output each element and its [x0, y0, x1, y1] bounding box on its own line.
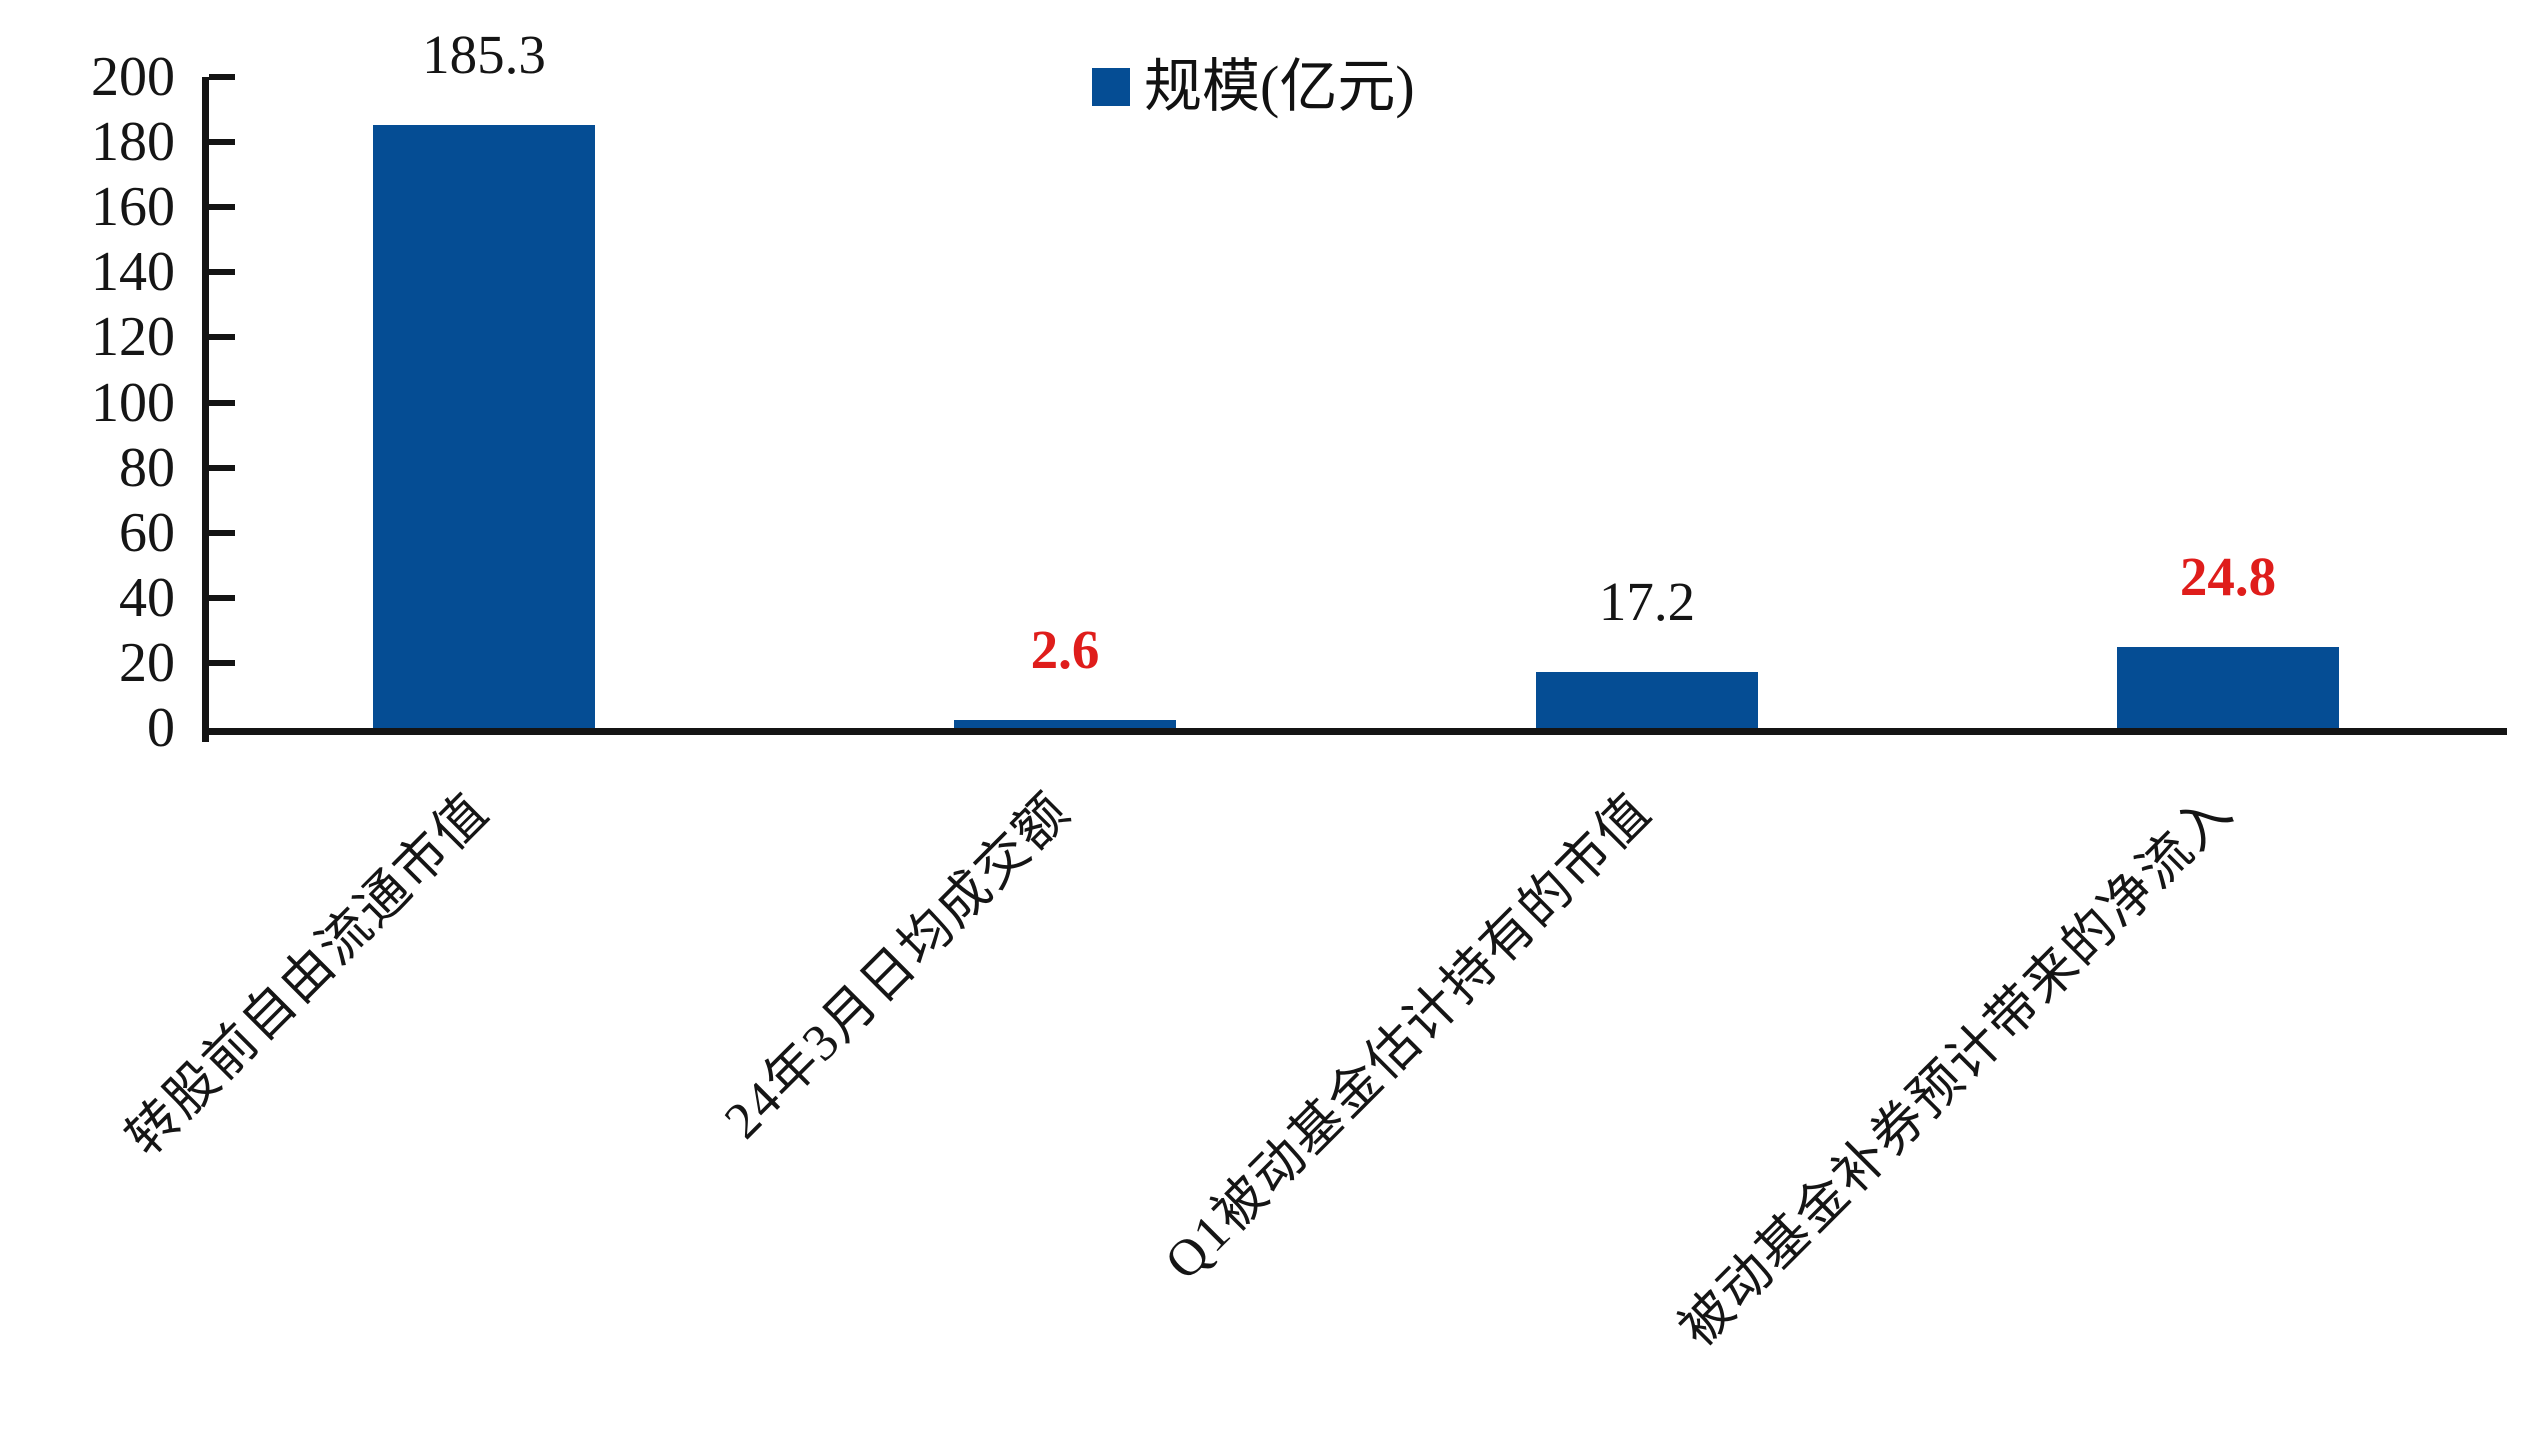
bar: [2117, 647, 2339, 728]
y-tick-mark: [209, 334, 235, 340]
y-tick-mark: [209, 660, 235, 666]
y-tick-mark: [209, 269, 235, 275]
y-tick-label: 200: [91, 46, 175, 108]
y-tick-label: 0: [147, 697, 175, 759]
bar: [954, 720, 1176, 728]
y-tick-mark: [209, 139, 235, 145]
legend-swatch-icon: [1092, 68, 1130, 106]
y-tick-mark: [209, 74, 235, 80]
bar: [1536, 672, 1758, 728]
x-category-label: 被动基金补券预计带来的净流入: [1669, 782, 2245, 1358]
x-category-label: 转股前自由流通市值: [116, 782, 501, 1167]
x-category-label: 24年3月日均成交额: [714, 782, 1082, 1150]
y-tick-label: 100: [91, 372, 175, 434]
y-tick-label: 40: [119, 567, 175, 629]
y-tick-label: 80: [119, 437, 175, 499]
x-category-label: Q1被动基金估计持有的市值: [1154, 782, 1664, 1291]
y-tick-mark: [209, 595, 235, 601]
y-tick-label: 120: [91, 306, 175, 368]
y-tick-label: 160: [91, 176, 175, 238]
x-axis-line: [202, 728, 2507, 735]
y-axis-line: [202, 77, 209, 742]
value-label: 24.8: [2179, 546, 2277, 607]
legend: 规模(亿元): [1092, 46, 1415, 128]
y-tick-mark: [209, 530, 235, 536]
y-tick-label: 20: [119, 632, 175, 694]
y-tick-label: 140: [91, 241, 175, 303]
bar: [373, 125, 595, 728]
value-label: 17.2: [1598, 571, 1696, 632]
y-tick-label: 60: [119, 502, 175, 564]
legend-label: 规模(亿元): [1144, 54, 1415, 119]
y-tick-mark: [209, 400, 235, 406]
value-label: 185.3: [422, 24, 546, 85]
y-tick-mark: [209, 465, 235, 471]
y-tick-label: 180: [91, 111, 175, 173]
value-label: 2.6: [1030, 619, 1100, 680]
y-tick-mark: [209, 204, 235, 210]
